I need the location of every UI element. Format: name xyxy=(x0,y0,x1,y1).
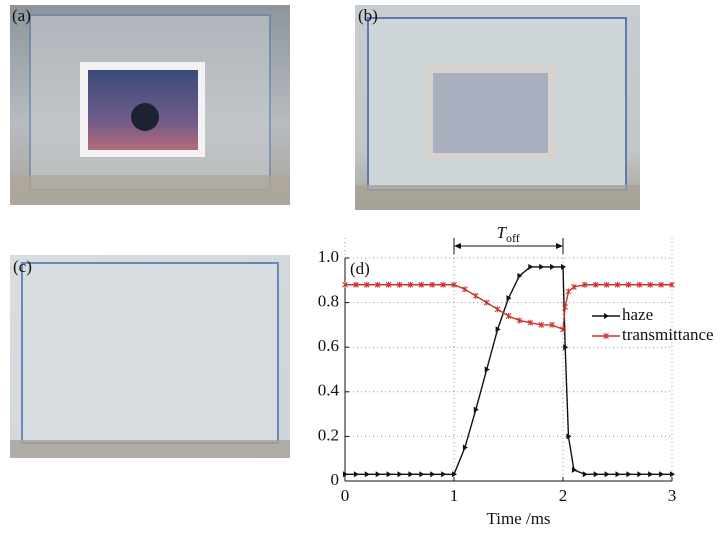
y-tick-label: 1.0 xyxy=(318,247,339,266)
marker xyxy=(441,471,447,478)
marker xyxy=(353,471,359,478)
y-tick-label: 0.6 xyxy=(318,336,339,355)
marker xyxy=(659,471,665,478)
marker xyxy=(603,281,610,288)
marker xyxy=(483,299,490,306)
marker xyxy=(549,321,555,328)
marker xyxy=(560,326,566,333)
marker xyxy=(571,283,577,290)
x-axis-label: Time /ms xyxy=(486,509,550,528)
marker xyxy=(603,333,609,339)
marker xyxy=(385,281,392,288)
marker xyxy=(408,471,414,478)
marker xyxy=(566,433,572,440)
marker xyxy=(452,471,457,478)
marker xyxy=(647,281,654,288)
marker xyxy=(561,263,566,270)
marker xyxy=(517,272,523,279)
legend-label: transmittance xyxy=(622,325,714,344)
marker xyxy=(472,292,479,299)
marker xyxy=(342,281,348,288)
x-tick-label: 0 xyxy=(341,486,350,505)
marker xyxy=(397,471,403,478)
annotation-symbol: T xyxy=(497,223,508,242)
y-tick-label: 0.8 xyxy=(318,292,339,311)
panel-label: (d) xyxy=(350,259,370,278)
panel-label: (a) xyxy=(12,6,31,25)
y-tick-label: 0.2 xyxy=(318,425,339,444)
marker xyxy=(419,471,425,478)
marker xyxy=(462,286,468,293)
marker xyxy=(353,281,359,288)
marker xyxy=(473,406,479,413)
marker xyxy=(374,281,381,288)
marker xyxy=(562,304,569,311)
marker xyxy=(494,306,501,313)
y-tick-label: 0.4 xyxy=(318,381,340,400)
marker xyxy=(363,281,370,288)
marker xyxy=(636,281,643,288)
marker xyxy=(563,344,569,351)
marker xyxy=(429,281,436,288)
photo-c: (c) xyxy=(10,255,290,458)
marker xyxy=(626,471,632,478)
panel-label: (b) xyxy=(358,6,378,25)
marker xyxy=(648,471,654,478)
marker xyxy=(550,263,556,270)
x-tick-label: 1 xyxy=(450,486,459,505)
marker xyxy=(604,313,609,319)
x-tick-label: 2 xyxy=(559,486,568,505)
annotation-subscript: off xyxy=(506,231,520,245)
marker xyxy=(614,281,621,288)
marker xyxy=(396,281,403,288)
marker xyxy=(658,281,664,288)
marker xyxy=(625,281,632,288)
marker xyxy=(637,471,643,478)
marker xyxy=(462,444,468,451)
marker xyxy=(418,281,425,288)
marker xyxy=(592,281,599,288)
marker xyxy=(539,263,545,270)
marker xyxy=(604,471,610,478)
marker xyxy=(593,471,599,478)
marker xyxy=(364,471,370,478)
marker xyxy=(581,281,588,288)
marker xyxy=(506,295,512,302)
marker xyxy=(495,326,501,333)
panel-label: (c) xyxy=(13,257,32,276)
marker xyxy=(375,471,381,478)
marker xyxy=(516,317,523,324)
annotation: Toff xyxy=(497,223,520,245)
marker xyxy=(527,319,534,326)
marker xyxy=(451,281,457,288)
y-tick-label: 0 xyxy=(331,470,340,489)
marker xyxy=(571,466,577,473)
marker xyxy=(484,366,490,373)
marker xyxy=(615,471,621,478)
x-tick-label: 3 xyxy=(668,486,677,505)
photo-a: (a) xyxy=(10,5,290,205)
marker xyxy=(407,281,414,288)
marker xyxy=(528,263,534,270)
marker xyxy=(440,281,446,288)
legend-label: haze xyxy=(622,305,653,324)
marker xyxy=(505,312,512,319)
marker xyxy=(670,471,675,478)
marker xyxy=(343,471,348,478)
photo-b: (b) xyxy=(355,5,640,210)
marker xyxy=(669,281,675,288)
marker xyxy=(538,321,545,328)
marker xyxy=(430,471,436,478)
marker xyxy=(582,471,588,478)
marker xyxy=(386,471,392,478)
marker xyxy=(565,288,572,295)
